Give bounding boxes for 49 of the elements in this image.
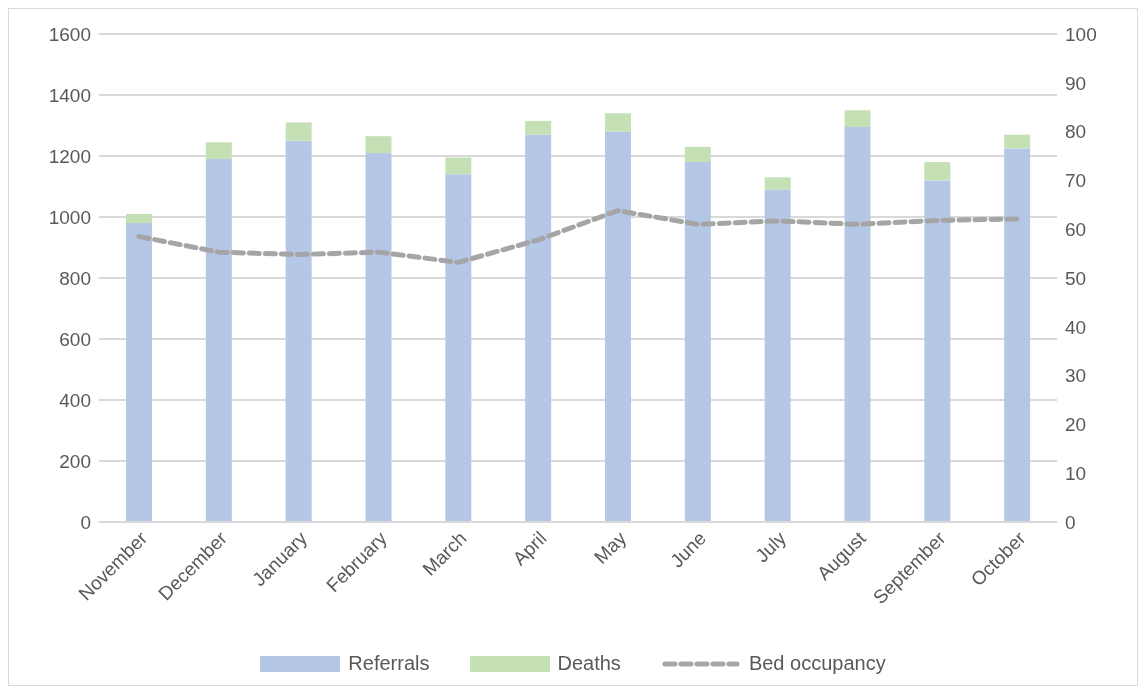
bar (605, 131, 631, 522)
y-tick-label: 600 (59, 328, 91, 350)
bar (1004, 148, 1031, 522)
y2-tick-label: 60 (1065, 218, 1087, 240)
y2-tick-label: 90 (1065, 72, 1087, 94)
bar (764, 189, 791, 522)
bar (205, 159, 232, 522)
bar (684, 146, 711, 163)
bar (764, 177, 791, 190)
y-tick-label: 0 (80, 511, 91, 533)
bar (285, 140, 312, 522)
y2-tick-label: 50 (1065, 267, 1087, 289)
bar (126, 213, 152, 224)
bar (365, 152, 392, 522)
bar (365, 136, 392, 153)
bar (445, 174, 472, 522)
y2-tick-label: 20 (1065, 414, 1087, 436)
y2-tick-label: 10 (1065, 462, 1087, 484)
y-tick-label: 1200 (48, 145, 91, 167)
bar (844, 110, 871, 128)
bar (445, 157, 472, 175)
y-tick-label: 1600 (48, 23, 91, 45)
y-tick-label: 1400 (48, 84, 91, 106)
bar (924, 180, 951, 522)
x-tick-label: July (751, 527, 791, 567)
y2-tick-label: 40 (1065, 316, 1087, 338)
bar (126, 223, 152, 522)
y2-tick-label: 100 (1065, 23, 1097, 45)
bar (205, 142, 232, 160)
bar (605, 113, 631, 132)
y-tick-label: 800 (59, 267, 91, 289)
bar (684, 162, 711, 522)
bar (1004, 134, 1031, 149)
bar (924, 162, 951, 181)
bar (285, 122, 312, 141)
bar (844, 127, 871, 522)
legend-label: Bed occupancy (748, 652, 886, 675)
legend-label: Deaths (557, 652, 621, 675)
y2-tick-label: 80 (1065, 121, 1087, 143)
y-tick-label: 200 (59, 450, 91, 472)
legend-label: Referrals (348, 652, 430, 675)
y2-tick-label: 30 (1065, 365, 1087, 387)
y-tick-label: 1000 (48, 206, 91, 228)
y-tick-label: 400 (59, 389, 91, 411)
y2-tick-label: 70 (1065, 170, 1087, 192)
y2-tick-label: 0 (1065, 511, 1076, 533)
bar (525, 134, 552, 522)
bar (525, 120, 552, 135)
x-tick-label: May (590, 527, 631, 568)
